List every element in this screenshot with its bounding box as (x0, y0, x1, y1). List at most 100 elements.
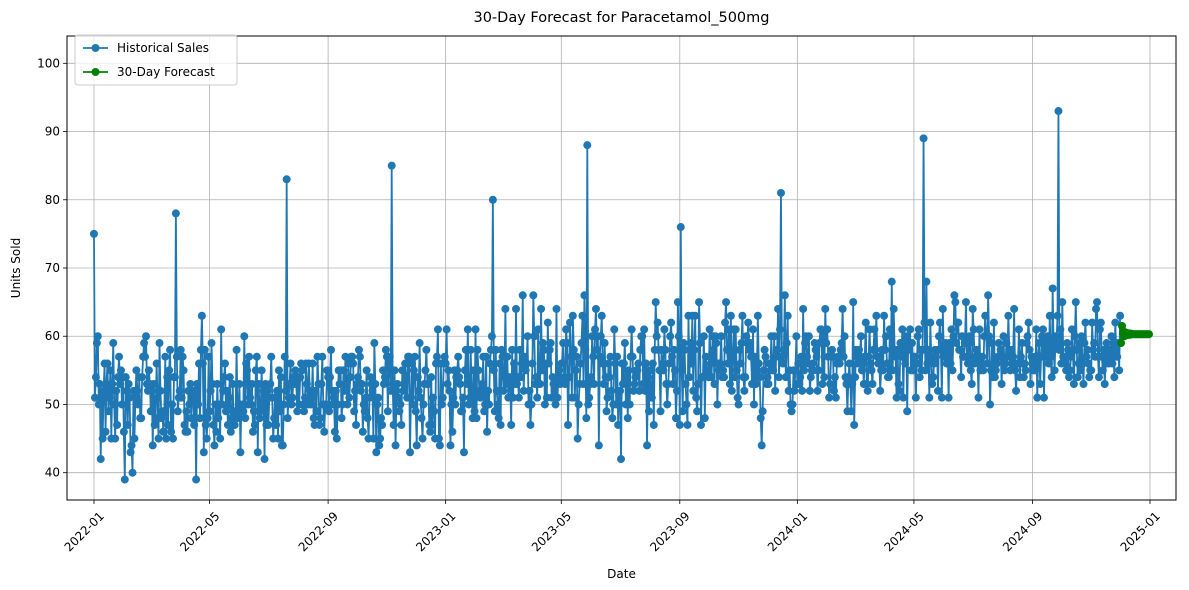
data-point (270, 414, 279, 423)
data-point (658, 359, 667, 368)
data-point (346, 373, 355, 382)
data-point (516, 373, 525, 382)
data-point (699, 332, 708, 341)
data-point (656, 407, 665, 416)
data-point (315, 420, 324, 429)
data-point (781, 373, 790, 382)
data-point (1069, 380, 1078, 388)
data-point (943, 345, 952, 354)
data-point (291, 366, 300, 375)
data-point (489, 366, 498, 375)
data-point (182, 407, 191, 416)
data-point (242, 359, 251, 368)
data-point (717, 332, 726, 341)
data-point (678, 407, 687, 416)
data-point (1036, 380, 1045, 388)
data-point (349, 359, 358, 368)
data-point (611, 359, 620, 368)
data-point (1106, 352, 1115, 361)
data-point (548, 373, 557, 382)
data-point (509, 393, 518, 402)
data-point (209, 420, 218, 429)
data-point (545, 345, 554, 354)
data-point (967, 380, 976, 388)
data-point (495, 359, 504, 368)
data-point (599, 380, 608, 388)
data-point (1058, 298, 1067, 307)
data-point (1084, 359, 1093, 368)
data-point (666, 332, 675, 341)
data-point (737, 339, 746, 348)
data-point (839, 352, 848, 361)
data-point (251, 366, 260, 375)
data-point (518, 291, 527, 300)
data-point (216, 434, 225, 443)
data-point (240, 332, 249, 341)
data-point (350, 407, 359, 416)
data-point (1037, 352, 1046, 361)
data-point (201, 420, 210, 429)
data-point (1050, 366, 1059, 375)
data-point (478, 380, 487, 388)
data-point (949, 332, 958, 341)
data-point (132, 366, 141, 375)
data-point (580, 291, 589, 300)
data-point (99, 386, 108, 395)
data-point (1113, 352, 1122, 361)
data-point (125, 393, 134, 402)
data-point (703, 366, 712, 375)
data-point (192, 475, 201, 484)
data-point (363, 414, 372, 423)
data-point (1076, 366, 1085, 375)
data-point (127, 441, 136, 450)
data-point (1032, 325, 1041, 334)
data-point (193, 380, 202, 388)
data-point (355, 352, 364, 361)
data-point (677, 366, 686, 375)
data-point (1049, 345, 1058, 354)
data-point (550, 386, 559, 395)
data-point (962, 352, 971, 361)
data-point (597, 311, 606, 320)
data-point (734, 400, 743, 409)
data-point (849, 298, 858, 307)
data-point (366, 373, 375, 382)
data-point (1014, 325, 1023, 334)
data-point (178, 352, 187, 361)
data-point (880, 311, 889, 320)
data-point (108, 380, 117, 388)
data-point (776, 188, 785, 197)
data-point (210, 441, 219, 450)
data-point (467, 386, 476, 395)
data-point (274, 434, 283, 443)
data-point (726, 311, 735, 320)
data-point (698, 373, 707, 382)
data-point (487, 332, 496, 341)
data-point (1048, 284, 1057, 293)
data-point (396, 400, 405, 409)
data-point (454, 352, 463, 361)
data-point (357, 380, 366, 388)
data-point (1145, 330, 1154, 339)
data-point (203, 414, 212, 423)
data-point (458, 407, 467, 416)
data-point (997, 380, 1006, 388)
data-point (1112, 345, 1121, 354)
data-point (1099, 345, 1108, 354)
data-point (700, 414, 709, 423)
data-point (1039, 325, 1048, 334)
data-point (1097, 352, 1106, 361)
data-point (555, 366, 564, 375)
data-point (764, 380, 773, 388)
data-point (370, 339, 379, 348)
data-point (709, 345, 718, 354)
data-point (227, 414, 236, 423)
data-point (630, 380, 639, 388)
data-point (999, 332, 1008, 341)
data-point (1021, 366, 1030, 375)
data-point (110, 400, 119, 409)
data-point (373, 400, 382, 409)
data-point (1025, 345, 1034, 354)
data-point (130, 434, 139, 443)
data-point (974, 393, 983, 402)
